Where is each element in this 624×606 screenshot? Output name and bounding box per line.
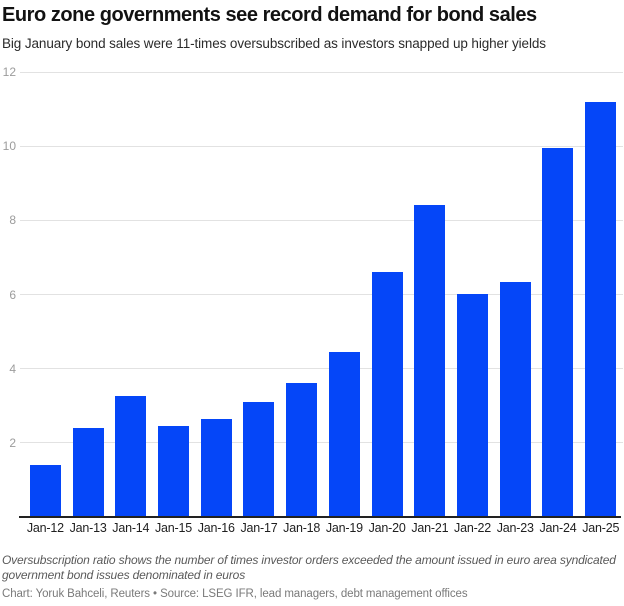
gridline-4 <box>20 368 623 370</box>
y-axis-tick-label-12: 12 <box>2 65 16 79</box>
y-axis-tick-label-2: 2 <box>9 435 16 450</box>
gridline-2 <box>20 442 623 444</box>
plot-area: 2 4 6 8 10 12 <box>0 65 624 518</box>
chart-subtitle: Big January bond sales were 11-times ove… <box>2 36 546 51</box>
y-axis-tick-label-10: 10 <box>2 139 16 154</box>
bar-jan-21 <box>414 205 446 517</box>
y-axis-tick-label-6: 6 <box>9 287 16 302</box>
x-axis-label-jan-13: Jan-13 <box>69 521 107 535</box>
chart-title: Euro zone governments see record demand … <box>2 4 537 26</box>
x-axis-line <box>19 516 621 518</box>
bar-jan-17 <box>243 402 275 517</box>
bar-jan-15 <box>158 426 190 517</box>
bar-jan-20 <box>371 272 403 517</box>
bar-slot <box>195 72 238 517</box>
x-axis-label-jan-22: Jan-22 <box>454 521 492 535</box>
bar-jan-24 <box>542 148 574 517</box>
gridline-8 <box>20 219 623 221</box>
x-axis-label-jan-17: Jan-17 <box>240 521 278 535</box>
x-axis-label-jan-21: Jan-21 <box>411 521 449 535</box>
gridline-6 <box>20 294 623 295</box>
x-axis-label-jan-16: Jan-16 <box>197 521 235 535</box>
bar-slot <box>238 72 281 517</box>
x-axis-label-jan-20: Jan-20 <box>368 521 406 535</box>
bar-slot <box>109 72 152 517</box>
bar-slot <box>24 72 67 517</box>
bar-slot <box>537 72 580 517</box>
footnote: Oversubscription ratio shows the number … <box>2 553 616 582</box>
y-axis-tick-label-8: 8 <box>9 213 16 228</box>
bar-jan-13 <box>72 428 104 517</box>
bar-jan-25 <box>585 102 617 517</box>
bar-slot <box>323 72 366 517</box>
x-axis-label-jan-18: Jan-18 <box>283 521 321 535</box>
bar-slot <box>280 72 323 517</box>
bar-jan-23 <box>499 282 531 517</box>
bar-slot <box>366 72 409 517</box>
x-axis-label-jan-15: Jan-15 <box>155 521 193 535</box>
bars-container <box>24 72 622 517</box>
x-axis-labels: Jan-12 Jan-13 Jan-14 Jan-15 Jan-16 Jan-17 Jan-… <box>24 521 622 535</box>
bar-slot <box>451 72 494 517</box>
gridline-10 <box>20 145 623 147</box>
x-axis-label-jan-14: Jan-14 <box>112 521 150 535</box>
bar-jan-22 <box>457 294 489 517</box>
x-axis-label-jan-23: Jan-23 <box>496 521 534 535</box>
bar-slot <box>494 72 537 517</box>
bar-jan-14 <box>115 396 147 517</box>
x-axis-label-jan-12: Jan-12 <box>26 521 64 535</box>
bar-slot <box>579 72 622 517</box>
bar-jan-12 <box>29 465 61 517</box>
bar-slot <box>408 72 451 517</box>
x-axis-label-jan-24: Jan-24 <box>539 521 577 535</box>
x-axis-label-jan-19: Jan-19 <box>325 521 363 535</box>
y-axis-tick-label-4: 4 <box>9 361 16 376</box>
x-axis-label-jan-25: Jan-25 <box>582 521 620 535</box>
credit-line: Chart: Yoruk Bahceli, Reuters • Source: … <box>2 588 468 600</box>
bar-jan-19 <box>328 352 360 517</box>
bar-slot <box>152 72 195 517</box>
bar-jan-18 <box>286 383 318 517</box>
bar-slot <box>67 72 110 517</box>
gridline-12 <box>20 71 623 73</box>
bar-jan-16 <box>200 419 232 517</box>
